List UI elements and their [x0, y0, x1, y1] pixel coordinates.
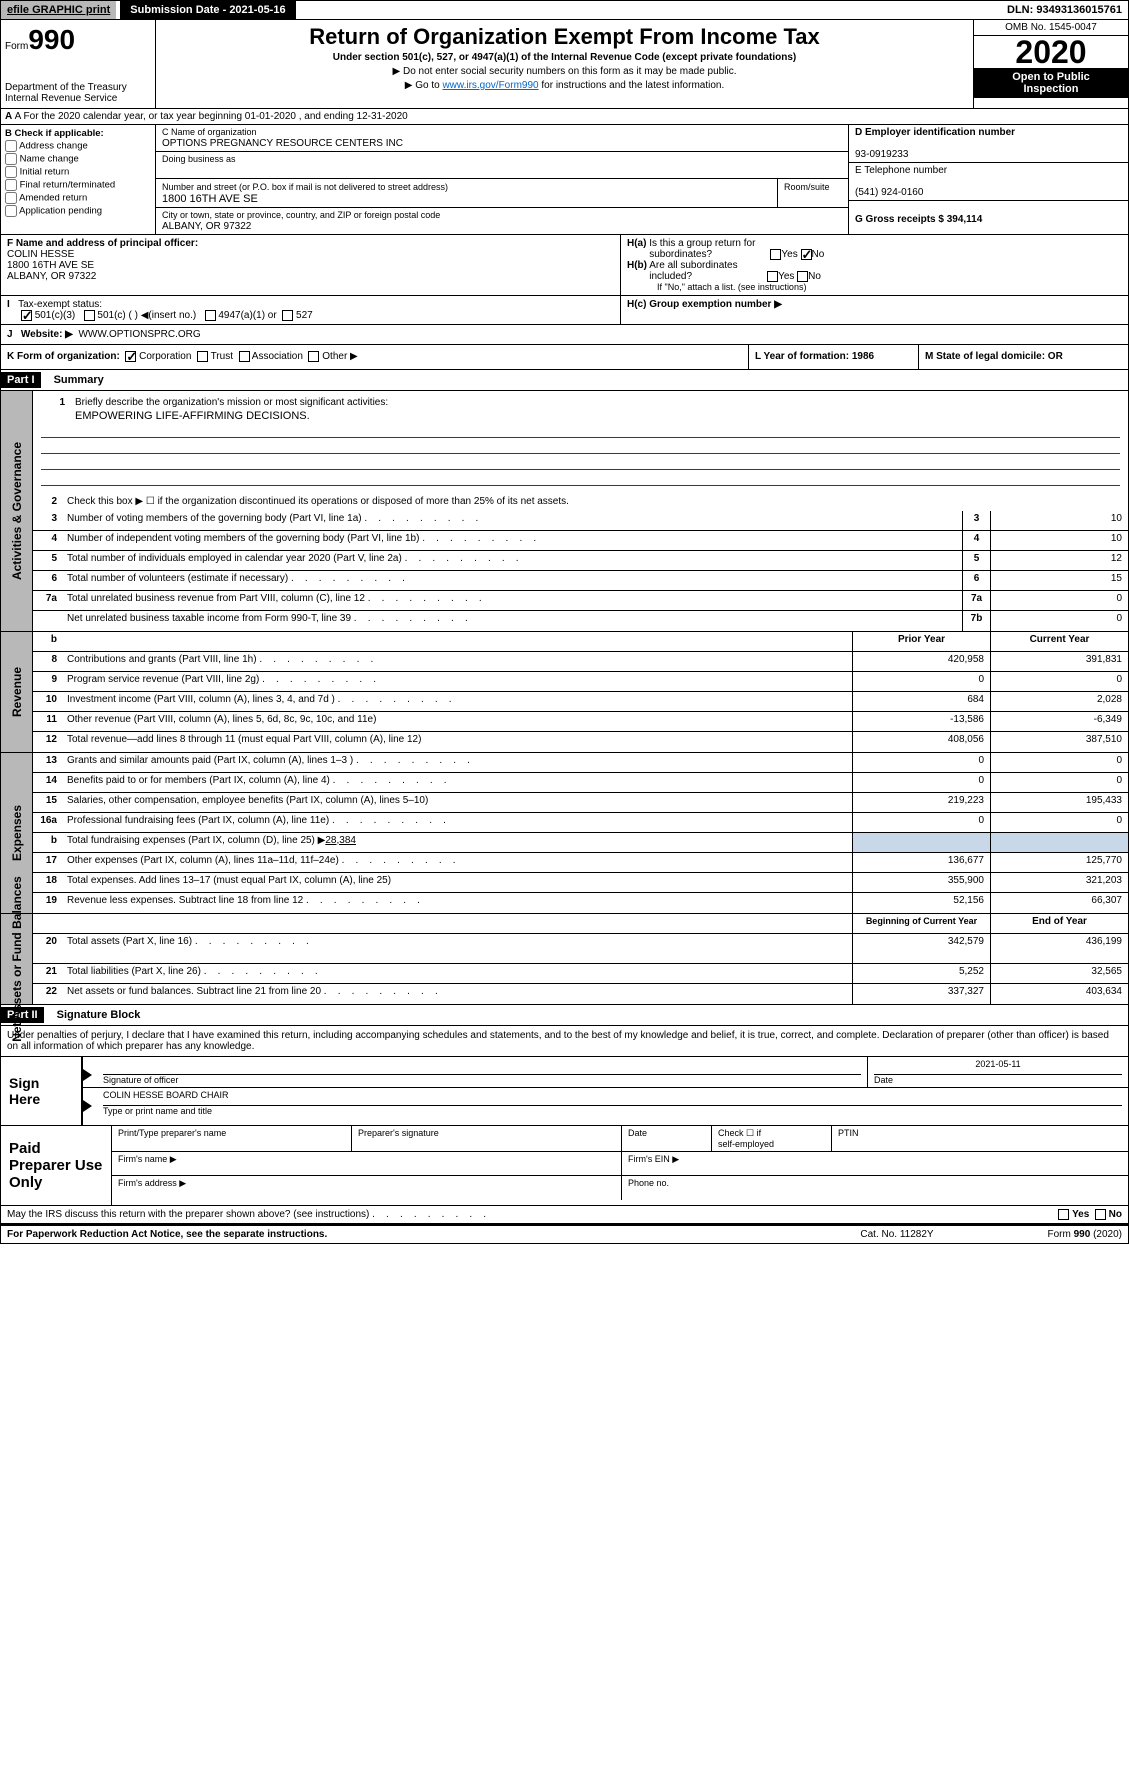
- cb-assoc[interactable]: [239, 351, 250, 362]
- row-i: I Tax-exempt status: 501(c)(3) 501(c) ( …: [1, 296, 621, 324]
- cb-501c[interactable]: [84, 310, 95, 321]
- cb-hb-no[interactable]: [797, 271, 808, 282]
- irs-link[interactable]: www.irs.gov/Form990: [442, 80, 538, 91]
- paid-preparer-label: Paid Preparer Use Only: [1, 1126, 111, 1205]
- cb-address[interactable]: [5, 140, 17, 152]
- part2-title: Signature Block: [47, 1009, 141, 1021]
- cb-name[interactable]: [5, 153, 17, 165]
- cb-501c3[interactable]: [21, 310, 32, 321]
- cb-527[interactable]: [282, 310, 293, 321]
- cb-amended[interactable]: [5, 192, 17, 204]
- col-b: B Check if applicable: Address change Na…: [1, 125, 156, 234]
- irs-discuss: May the IRS discuss this return with the…: [7, 1209, 1058, 1220]
- perjury-text: Under penalties of perjury, I declare th…: [0, 1026, 1129, 1057]
- header-right: OMB No. 1545-0047 2020 Open to PublicIns…: [973, 20, 1128, 108]
- row-k-form: K Form of organization: Corporation Trus…: [1, 345, 748, 368]
- side-revenue: Revenue: [1, 632, 33, 752]
- cb-irs-yes[interactable]: [1058, 1209, 1069, 1220]
- cb-final[interactable]: [5, 179, 17, 191]
- sign-here-label: Sign Here: [1, 1057, 81, 1125]
- part1-title: Summary: [44, 374, 104, 386]
- header-center: Return of Organization Exempt From Incom…: [156, 20, 973, 108]
- col-c: C Name of organizationOPTIONS PREGNANCY …: [156, 125, 848, 234]
- submission-date: Submission Date - 2021-05-16: [120, 1, 295, 19]
- mission-text: EMPOWERING LIFE-AFFIRMING DECISIONS.: [41, 410, 1120, 422]
- cb-trust[interactable]: [197, 351, 208, 362]
- side-governance: Activities & Governance: [1, 391, 33, 631]
- col-d: D Employer identification number93-09192…: [848, 125, 1128, 234]
- box-hc: H(c) Group exemption number ▶: [621, 296, 1128, 324]
- box-h: H(a) Is this a group return for subordin…: [621, 235, 1128, 295]
- side-netassets: Net Assets or Fund Balances: [1, 914, 33, 1004]
- box-f: F Name and address of principal officer:…: [1, 235, 621, 295]
- row-a: A A For the 2020 calendar year, or tax y…: [0, 109, 1129, 125]
- part1-header: Part I: [1, 372, 41, 388]
- cb-other[interactable]: [308, 351, 319, 362]
- cb-4947[interactable]: [205, 310, 216, 321]
- dln: DLN: 93493136015761: [1001, 1, 1128, 19]
- row-l: L Year of formation: 1986: [748, 345, 918, 368]
- header-left: Form990 Department of the Treasury Inter…: [1, 20, 156, 108]
- arrow-icon: [83, 1069, 92, 1081]
- arrow-icon: [83, 1100, 92, 1112]
- efile-link[interactable]: efile GRAPHIC print: [1, 1, 116, 19]
- pra-notice: For Paperwork Reduction Act Notice, see …: [7, 1229, 327, 1240]
- cat-no: Cat. No. 11282Y: [822, 1229, 972, 1240]
- cb-corp[interactable]: [125, 351, 136, 362]
- cb-ha-no[interactable]: [801, 249, 812, 260]
- cb-ha-yes[interactable]: [770, 249, 781, 260]
- cb-initial[interactable]: [5, 166, 17, 178]
- row-m: M State of legal domicile: OR: [918, 345, 1128, 368]
- form-footer: Form 990 (2020): [972, 1229, 1122, 1240]
- cb-pending[interactable]: [5, 205, 17, 217]
- cb-irs-no[interactable]: [1095, 1209, 1106, 1220]
- row-j: J Website: ▶ WWW.OPTIONSPRC.ORG: [0, 325, 1129, 345]
- form-title: Return of Organization Exempt From Incom…: [160, 24, 969, 50]
- cb-hb-yes[interactable]: [767, 271, 778, 282]
